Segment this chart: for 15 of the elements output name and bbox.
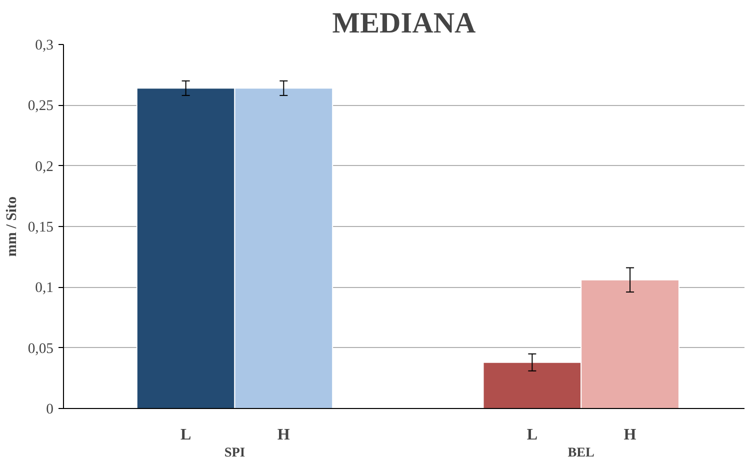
x-tick-label: L xyxy=(526,426,538,444)
y-tick-label: 0 xyxy=(46,402,54,418)
y-tick-label: 0,15 xyxy=(28,220,54,236)
chart-title: MEDIANA xyxy=(332,8,476,40)
text: SPI xyxy=(224,444,246,460)
x-tick-label: L xyxy=(180,426,192,444)
text: BEL xyxy=(568,444,595,460)
y-axis-title: mm / Sito xyxy=(4,196,20,257)
y-tick-label: 0,25 xyxy=(28,98,54,114)
y-tick-label: 0,2 xyxy=(35,158,54,175)
y-tick-label: 0,05 xyxy=(28,340,54,357)
x-tick-label: H xyxy=(624,426,637,444)
x-tick-label: H xyxy=(277,426,290,444)
y-tick-label: 0,1 xyxy=(35,280,54,296)
y-tick-label: 0,3 xyxy=(35,38,54,54)
